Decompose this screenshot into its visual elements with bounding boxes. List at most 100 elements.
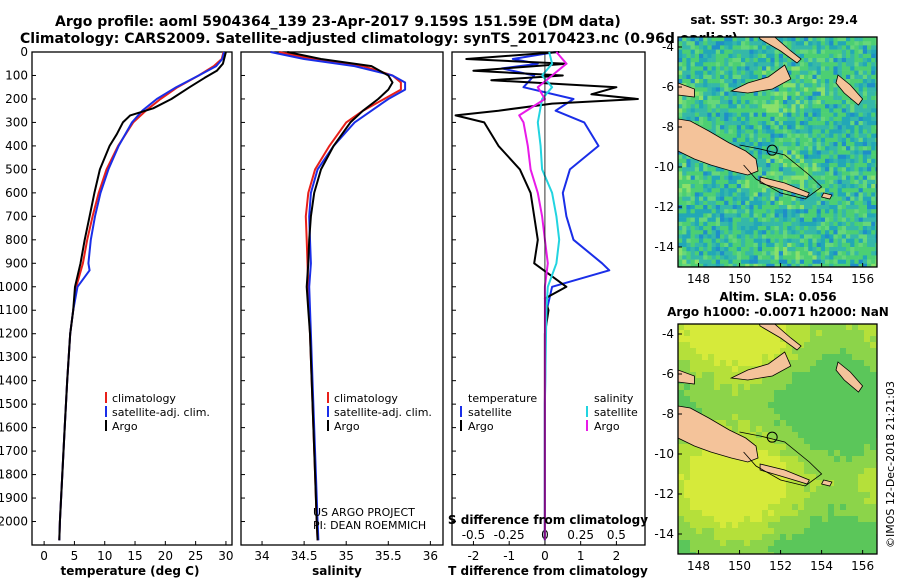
heatmap-cell (850, 45, 855, 50)
heatmap-cell (682, 171, 687, 176)
heatmap-cell (820, 142, 826, 147)
heatmap-cell (753, 221, 759, 227)
heatmap-cell (728, 125, 733, 130)
heatmap-cell (699, 66, 704, 71)
heatmap-cell (699, 234, 704, 239)
heatmap-cell (792, 468, 799, 475)
heatmap-cell (774, 510, 781, 517)
heatmap-cell (757, 70, 763, 76)
heatmap-cell (720, 104, 725, 109)
heatmap-cell (694, 70, 700, 76)
heatmap-cell (862, 83, 868, 88)
heatmap-cell (708, 372, 715, 379)
heatmap-cell (846, 402, 853, 409)
heatmap-cell (766, 45, 771, 50)
heatmap-cell (798, 336, 805, 343)
heatmap-cell (870, 384, 877, 391)
heatmap-cell (684, 546, 691, 553)
temperature-legend: climatology satellite-adj. clim. Argo (105, 392, 210, 433)
heatmap-cell (862, 129, 868, 134)
heatmap-cell (871, 221, 876, 227)
heatmap-cell (732, 510, 739, 517)
heatmap-cell (686, 209, 691, 214)
heatmap-cell (804, 158, 809, 164)
heatmap-cell (738, 498, 745, 505)
heatmap-cell (707, 91, 712, 97)
heatmap-cell (870, 336, 877, 343)
heatmap-cell (699, 112, 704, 118)
heatmap-cell (766, 247, 771, 252)
heatmap-cell (749, 74, 754, 80)
heatmap-cell (703, 251, 708, 256)
heatmap-cell (820, 74, 826, 80)
heatmap-cell (792, 546, 799, 553)
heatmap-cell (870, 486, 877, 493)
heatmap-cell (684, 366, 691, 373)
heatmap-cell (768, 528, 775, 535)
heatmap-cell (699, 167, 704, 172)
heatmap-cell (810, 438, 817, 445)
heatmap-cell (825, 205, 830, 210)
heatmap-cell (749, 70, 754, 76)
heatmap-cell (732, 468, 739, 475)
heatmap-cell (703, 100, 708, 105)
heatmap-cell (738, 342, 745, 349)
heatmap-cell (825, 263, 830, 267)
heatmap-cell (841, 49, 847, 55)
heatmap-cell (854, 116, 859, 122)
heatmap-cell (816, 158, 822, 164)
heatmap-cell (690, 158, 696, 164)
heatmap-cell (778, 62, 784, 67)
heatmap-cell (757, 154, 763, 160)
heatmap-cell (858, 336, 865, 343)
heatmap-cell (841, 234, 847, 239)
heatmap-cell (816, 330, 823, 337)
heatmap-cell (812, 238, 817, 244)
heatmap-cell (707, 242, 712, 248)
heatmap-cell (750, 390, 757, 397)
heatmap-cell (690, 396, 697, 403)
heatmap-cell (834, 492, 841, 499)
heatmap-cell (825, 179, 830, 185)
heatmap-cell (825, 133, 830, 139)
heatmap-cell (804, 179, 809, 185)
heatmap-cell (875, 74, 877, 80)
heatmap-cell (762, 192, 767, 197)
heatmap-cell (774, 498, 781, 505)
heatmap-cell (690, 456, 697, 463)
heatmap-cell (871, 95, 876, 101)
land-polygon (835, 361, 864, 393)
heatmap-cell (741, 133, 746, 139)
heatmap-cell (875, 192, 877, 197)
heatmap-cell (724, 74, 729, 80)
heatmap-cell (799, 263, 805, 267)
heatmap-cell (708, 330, 715, 337)
salinity-panel-frame (240, 51, 444, 546)
heatmap-cell (720, 66, 725, 71)
heatmap-cell (736, 209, 742, 214)
heatmap-cell (833, 125, 838, 130)
heatmap-cell (757, 167, 763, 172)
heatmap-cell (792, 372, 799, 379)
heatmap-cell (768, 342, 775, 349)
heatmap-cell (834, 324, 841, 331)
heatmap-cell (682, 259, 687, 265)
heatmap-cell (744, 336, 751, 343)
heatmap-cell (846, 116, 851, 122)
heatmap-cell (714, 366, 721, 373)
heatmap-cell (829, 70, 834, 76)
heatmap-cell (770, 200, 775, 206)
heatmap-cell (870, 402, 877, 409)
heatmap-cell (757, 91, 763, 97)
heatmap-cell (812, 171, 817, 176)
heatmap-cell (816, 426, 823, 433)
heatmap-cell (846, 133, 851, 139)
heatmap-cell (756, 480, 763, 487)
heatmap-cell (699, 259, 704, 265)
heatmap-cell (768, 336, 775, 343)
heatmap-cell (867, 129, 872, 134)
heatmap-cell (753, 41, 759, 46)
heatmap-cell (858, 534, 865, 541)
heatmap-cell (715, 259, 721, 265)
heatmap-cell (791, 41, 796, 46)
